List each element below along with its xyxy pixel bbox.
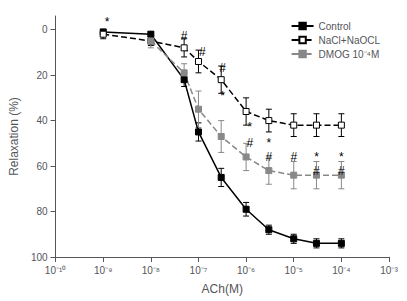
svg-text:80: 80 [36,206,48,217]
svg-text:10⁻⁸: 10⁻⁸ [142,265,160,276]
svg-text:10⁻¹⁰: 10⁻¹⁰ [45,265,66,276]
svg-text:#: # [219,61,226,75]
svg-text:10⁻⁹: 10⁻⁹ [94,265,112,276]
svg-text:#: # [290,150,297,164]
svg-text:*: * [314,150,319,164]
svg-text:#: # [313,164,320,178]
svg-text:10⁻³: 10⁻³ [380,265,398,276]
svg-text:#: # [338,164,345,178]
svg-text:DMOG 10⁻⁴M: DMOG 10⁻⁴M [319,49,380,60]
svg-text:*: * [220,89,225,103]
svg-text:0: 0 [42,24,48,35]
svg-text:*: * [339,150,344,164]
svg-text:10⁻⁴: 10⁻⁴ [332,265,350,276]
svg-text:10⁻⁶: 10⁻⁶ [237,265,255,276]
svg-text:*: * [105,15,110,29]
svg-text:60: 60 [36,161,48,172]
svg-text:#: # [181,29,188,43]
svg-text:10⁻⁷: 10⁻⁷ [190,265,208,276]
svg-text:10⁻⁵: 10⁻⁵ [285,265,303,276]
svg-text:Control: Control [319,21,351,32]
svg-text:#: # [199,45,206,59]
svg-text:*: * [248,120,253,134]
svg-text:#: # [265,150,272,164]
svg-text:Relaxation (%): Relaxation (%) [7,97,21,176]
svg-text:#: # [247,136,254,150]
svg-text:NaCl+NaOCL: NaCl+NaOCL [319,35,381,46]
svg-text:20: 20 [36,70,48,81]
svg-text:*: * [266,136,271,150]
svg-text:ACh(M): ACh(M) [202,282,243,296]
svg-text:100: 100 [31,252,48,263]
svg-text:40: 40 [36,115,48,126]
